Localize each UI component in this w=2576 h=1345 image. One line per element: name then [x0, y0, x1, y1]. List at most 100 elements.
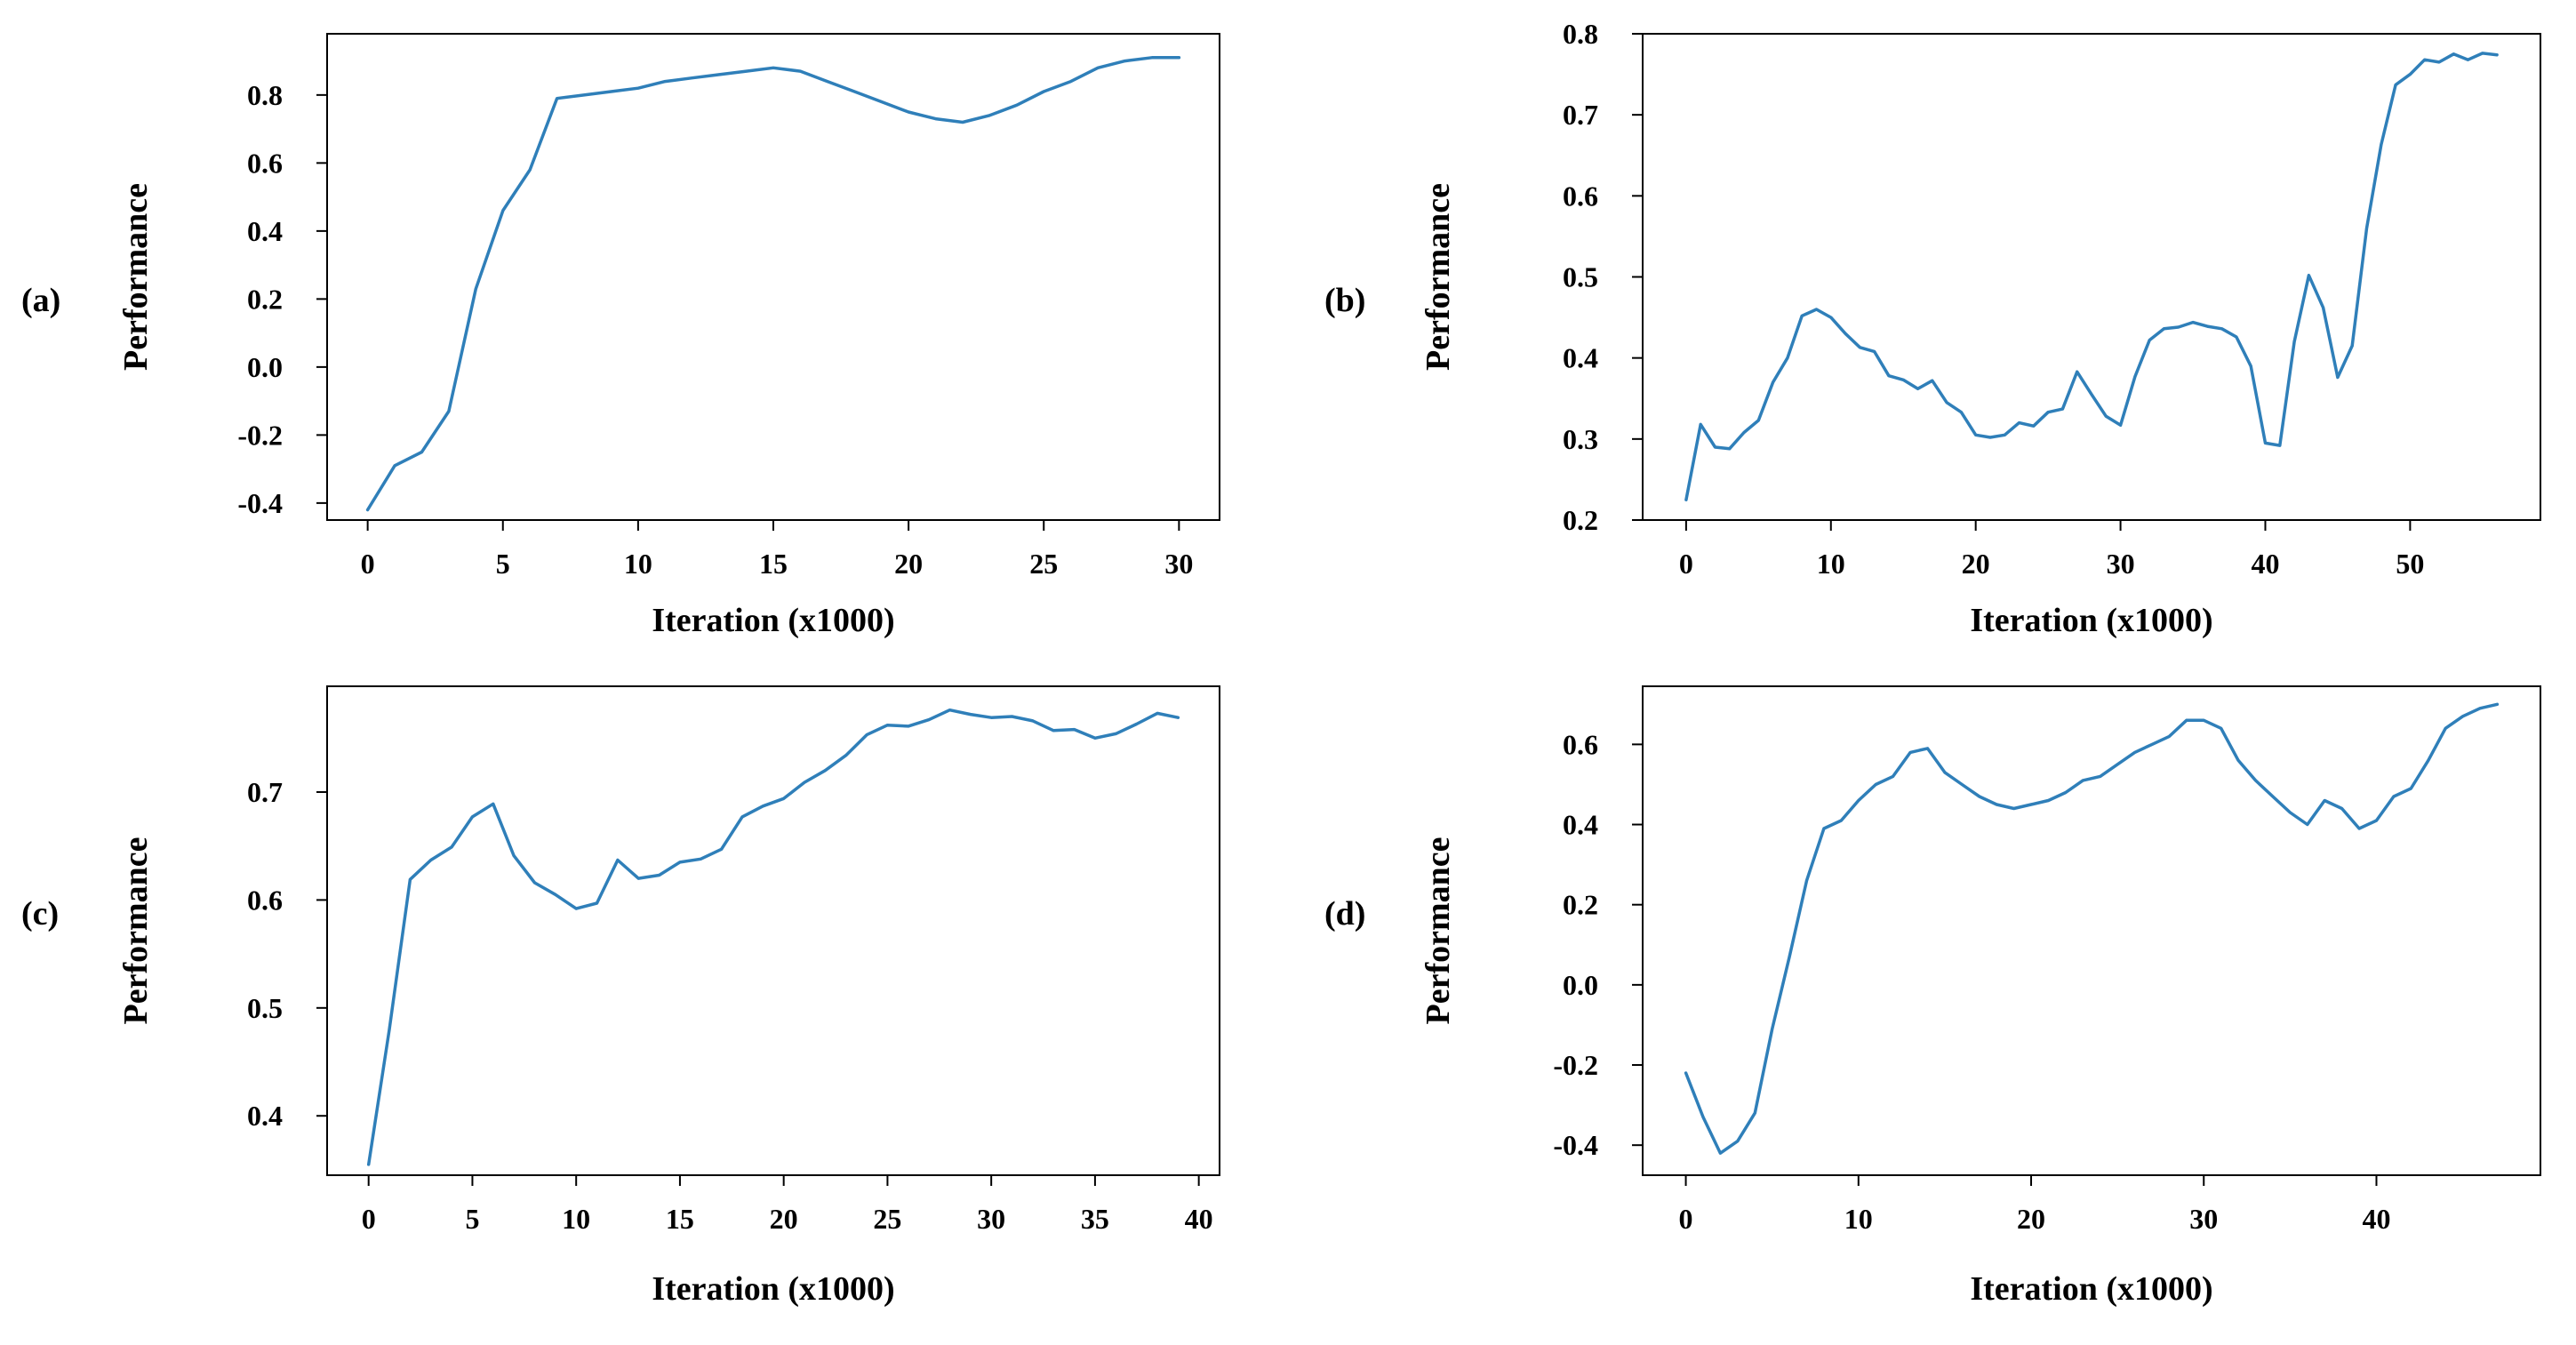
y-tick-label: 0.6 — [1563, 728, 1598, 760]
plot-frame — [1642, 33, 2541, 521]
data-point — [574, 907, 578, 910]
data-point — [1684, 498, 1688, 501]
x-tick-label: 30 — [2189, 1203, 2218, 1235]
data-point — [2271, 795, 2275, 798]
data-point — [528, 168, 532, 172]
x-axis-title: Iteration (x1000) — [1970, 602, 2212, 639]
x-axis-title: Iteration (x1000) — [652, 1270, 894, 1308]
data-point — [609, 90, 612, 93]
data-point — [969, 713, 972, 717]
data-point — [492, 802, 495, 805]
plot-frame — [326, 33, 1220, 521]
data-point — [2467, 58, 2470, 61]
data-point — [2323, 798, 2326, 802]
data-point — [1156, 711, 1159, 715]
data-point — [2350, 344, 2354, 348]
x-tick-label: 30 — [1164, 548, 1193, 580]
y-tick-label: 0.6 — [247, 147, 283, 179]
x-tick-label: 30 — [2107, 548, 2135, 580]
data-point — [2437, 60, 2441, 64]
data-point — [2148, 339, 2151, 342]
data-point — [907, 725, 910, 728]
data-point — [554, 893, 557, 896]
x-tick-label: 0 — [1679, 548, 1693, 580]
data-point — [2495, 702, 2499, 706]
data-point — [2495, 53, 2499, 57]
y-tick-label: 0.2 — [1563, 889, 1598, 921]
data-point — [699, 857, 702, 861]
data-point — [1960, 782, 1964, 786]
y-tick-label: -0.4 — [237, 487, 283, 519]
data-point — [1713, 445, 1716, 449]
data-point — [636, 877, 640, 880]
data-point — [1822, 827, 1826, 830]
x-tick-label: 20 — [1962, 548, 1990, 580]
data-point — [2119, 423, 2123, 427]
data-point — [429, 858, 433, 861]
data-point — [2003, 433, 2006, 436]
data-point — [885, 724, 889, 727]
x-tick-label: 15 — [759, 548, 788, 580]
data-point — [2461, 715, 2465, 718]
data-point — [2220, 327, 2224, 331]
y-tick-label: 0.0 — [1563, 969, 1598, 1001]
data-point — [2336, 376, 2340, 380]
x-tick-label: 20 — [770, 1203, 798, 1235]
data-point — [2392, 795, 2396, 798]
data-point — [2220, 726, 2223, 730]
data-point — [2322, 306, 2325, 309]
data-point — [826, 80, 829, 84]
data-point — [2012, 807, 2016, 811]
x-tick-label: 0 — [362, 1203, 376, 1235]
data-point — [2374, 819, 2378, 822]
y-tick-label: 0.0 — [247, 351, 283, 383]
x-tick-label: 40 — [1185, 1203, 1213, 1235]
data-point — [761, 805, 764, 808]
data-point — [823, 769, 827, 773]
chart-panel-a: 0 5 10 15 20 25 30 -0.4 -0.2 0.0 0.2 0.4 0.6 0.8 Itera… — [21, 33, 1220, 639]
data-point — [1772, 380, 1775, 384]
data-point — [2064, 790, 2068, 794]
data-point — [865, 733, 868, 737]
x-tick-label: 10 — [1844, 1203, 1873, 1235]
x-tick-label: 10 — [624, 548, 652, 580]
data-point — [2380, 143, 2383, 147]
x-tick-label: 25 — [1029, 548, 1058, 580]
data-point — [2292, 340, 2296, 343]
data-point — [1114, 732, 1117, 735]
data-point — [388, 1028, 391, 1031]
data-point — [1925, 747, 1929, 750]
y-tick-label: -0.2 — [1553, 1049, 1598, 1081]
data-point — [2185, 718, 2188, 722]
chart-panel-d: 0 10 20 30 40 -0.4 -0.2 0.0 0.2 0.4 0.6 Iteration (… — [1324, 685, 2541, 1308]
data-point — [408, 877, 412, 881]
data-point — [772, 66, 775, 69]
panel-label: (c) — [21, 895, 59, 933]
data-point — [1887, 374, 1891, 378]
data-point — [556, 97, 559, 100]
plot-frame — [1642, 685, 2541, 1176]
data-point — [1701, 1116, 1705, 1119]
chart-panel-c: 0 5 10 15 20 25 30 35 40 0.4 0.5 0.6 0.7 Iteration (x… — [21, 685, 1220, 1308]
data-point — [1978, 795, 1981, 798]
data-point — [880, 100, 884, 104]
data-point — [1931, 379, 1934, 382]
y-tick-label: 0.4 — [247, 1100, 283, 1132]
data-point — [2029, 803, 2033, 806]
data-point — [907, 110, 910, 114]
data-point — [1096, 66, 1100, 69]
data-point — [1908, 750, 1912, 754]
data-point — [658, 873, 661, 877]
y-tick-label: -0.2 — [237, 419, 283, 451]
data-point — [447, 410, 451, 413]
data-point — [1943, 771, 1947, 774]
data-point — [1753, 1111, 1756, 1115]
series-line — [1684, 52, 2499, 501]
x-tick-label: 20 — [2017, 1203, 2045, 1235]
data-point — [1728, 447, 1732, 451]
data-point — [1988, 436, 1992, 439]
data-point — [1788, 955, 1791, 958]
data-point — [2288, 811, 2292, 814]
data-point — [989, 716, 993, 719]
data-point — [988, 114, 991, 117]
